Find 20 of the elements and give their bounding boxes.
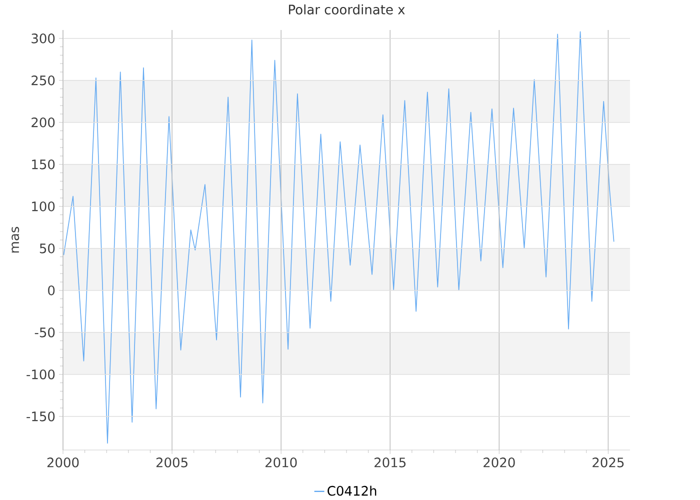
- y-tick-label: 0: [48, 285, 55, 296]
- x-tick-label: 2010: [265, 458, 297, 468]
- x-tick-label: 2015: [374, 458, 406, 468]
- y-tick-label: 150: [32, 159, 55, 170]
- y-tick-label: -100: [26, 369, 55, 380]
- y-tick-label: 200: [32, 117, 55, 128]
- x-tick-label: 2025: [592, 458, 624, 468]
- x-tick-label: 2000: [47, 458, 79, 468]
- y-tick-label: -50: [34, 327, 55, 338]
- x-tick-label: 2020: [484, 458, 515, 468]
- y-tick-label: 250: [32, 75, 55, 86]
- y-tick-label: 300: [32, 33, 55, 44]
- legend-label: C0412h: [328, 486, 376, 496]
- x-tick-label: 2005: [156, 458, 188, 468]
- chart-title: Polar coordinate x: [289, 4, 405, 14]
- y-axis-title: mas: [12, 226, 20, 253]
- y-tick-label: -150: [26, 411, 55, 422]
- line-series: [63, 31, 614, 444]
- y-tick-label: 50: [40, 243, 55, 254]
- y-tick-label: 100: [32, 201, 55, 212]
